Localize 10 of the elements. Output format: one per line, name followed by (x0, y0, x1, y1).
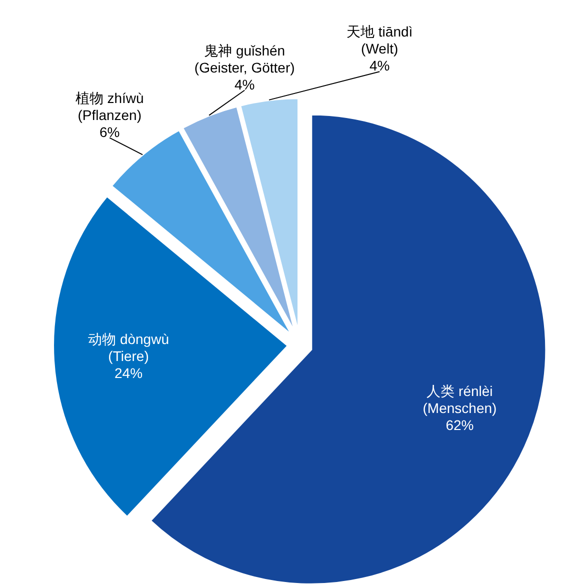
data-label: 4% (369, 58, 390, 74)
data-label: 4% (234, 76, 255, 92)
slice-label: 天地 tiāndì (Welt) (346, 24, 413, 57)
data-label: 24% (114, 364, 143, 381)
data-label: 62% (446, 417, 474, 434)
slice-label: 人类 rénlèi (Menschen) (422, 383, 497, 416)
data-label: 6% (99, 124, 120, 140)
slice-label: 鬼神 guǐshén (Geister, Götter) (194, 42, 295, 76)
slice-label: 动物 dòngwù (Tiere) (88, 330, 170, 364)
slice-label: 植物 zhíwù (Pflanzen) (75, 90, 144, 123)
